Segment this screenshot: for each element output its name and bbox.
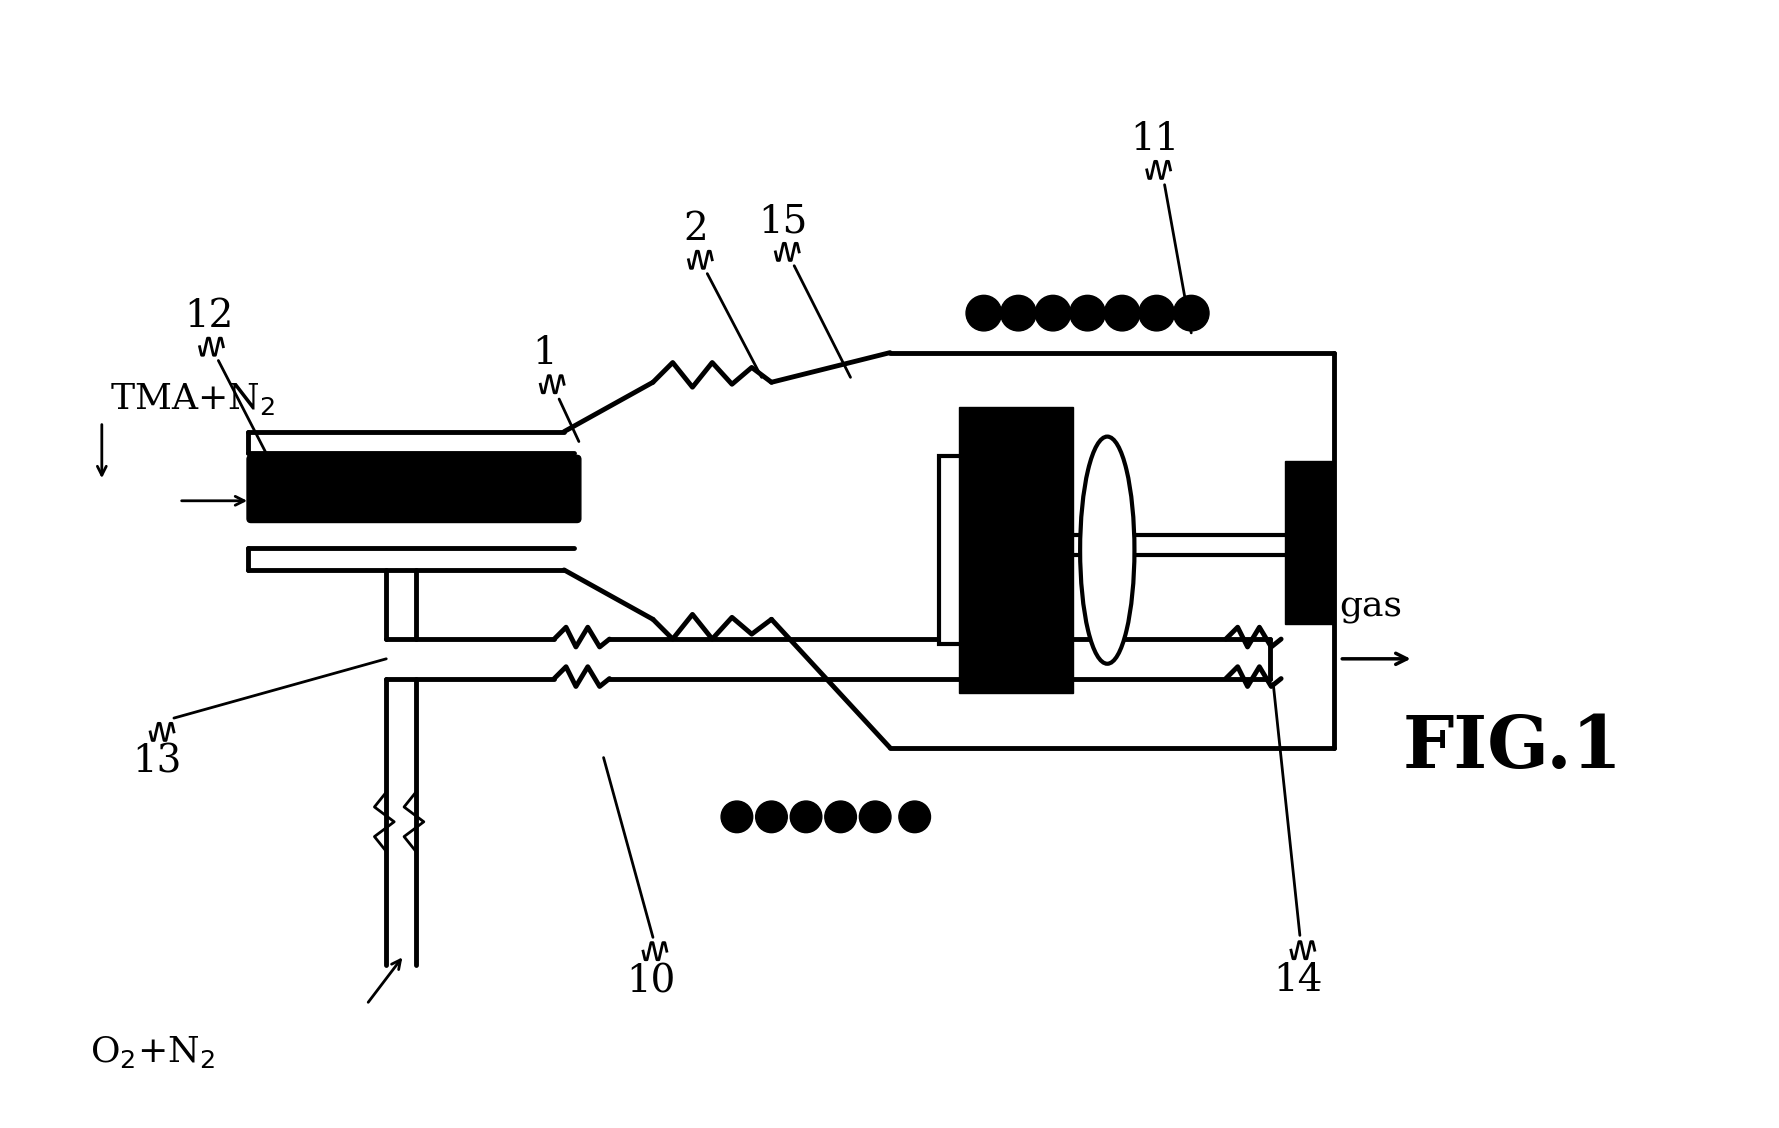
Circle shape <box>1035 296 1071 331</box>
Text: 1: 1 <box>532 335 557 372</box>
Circle shape <box>790 801 822 832</box>
Circle shape <box>720 801 753 832</box>
Circle shape <box>1105 296 1140 331</box>
Circle shape <box>825 801 856 832</box>
Text: 15: 15 <box>758 203 808 240</box>
Circle shape <box>898 801 930 832</box>
Text: 12: 12 <box>183 298 233 335</box>
Text: 11: 11 <box>1130 121 1179 158</box>
Text: 14: 14 <box>1274 962 1322 999</box>
Text: 13: 13 <box>132 743 181 781</box>
Circle shape <box>756 801 788 832</box>
Text: TMA+N$_2$: TMA+N$_2$ <box>110 381 274 417</box>
Circle shape <box>859 801 891 832</box>
FancyBboxPatch shape <box>247 456 582 522</box>
Bar <box>939 457 968 644</box>
Circle shape <box>1000 296 1035 331</box>
Circle shape <box>1139 296 1174 331</box>
Circle shape <box>966 296 1002 331</box>
Text: 10: 10 <box>626 963 676 1001</box>
Ellipse shape <box>1080 437 1135 663</box>
Circle shape <box>1174 296 1210 331</box>
Bar <box>1284 461 1334 624</box>
Text: gas: gas <box>1340 590 1402 624</box>
Circle shape <box>1069 296 1105 331</box>
Text: O$_2$+N$_2$: O$_2$+N$_2$ <box>91 1034 215 1070</box>
Text: FIG.1: FIG.1 <box>1402 712 1622 783</box>
Bar <box>959 407 1073 694</box>
Text: 2: 2 <box>683 211 708 248</box>
